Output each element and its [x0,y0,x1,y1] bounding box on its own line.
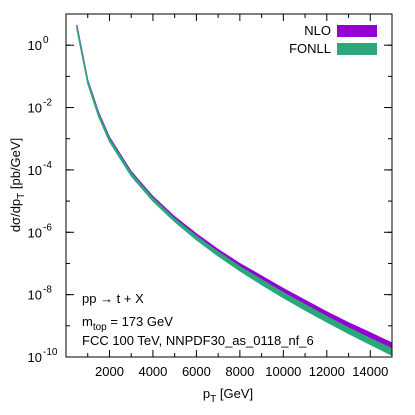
y-tick-exponent: -10 [43,347,58,358]
y-tick-label: 10 [28,163,42,178]
y-tick-label: 10 [28,225,42,240]
y-tick-exponent: -6 [43,222,52,233]
annotation-top-mass-symbol: m [82,314,93,329]
x-axis-label-sub: T [210,394,216,405]
legend-swatch-fonll [337,43,377,55]
annotation-collider-pdf: FCC 100 TeV, NNPDF30_as_0118_nf_6 [82,333,314,348]
y-tick-base: 10 [28,350,42,365]
x-axis-label-rest: [GeV] [216,386,253,401]
y-tick-label: 10 [28,101,42,116]
x-tick-label: 4000 [138,364,167,379]
annotation-process: pp → t + X [82,291,144,306]
y-tick-label: 10 [28,350,42,365]
x-tick-label: 8000 [225,364,254,379]
annotation-top-mass-subscript: top [93,322,107,333]
y-tick-base: 10 [28,225,42,240]
legend-label-nlo: NLO [304,23,331,38]
plot-frame [65,13,393,358]
y-tick-label: 10 [28,288,42,303]
y-axis-label-sub: T [16,193,27,199]
y-tick-exponent: -8 [43,285,52,296]
x-tick-label: 10000 [265,364,301,379]
y-axis-label-rest: [pb/GeV] [8,138,23,193]
annotation-top-mass-value: = 173 GeV [107,314,173,329]
x-tick-label: 12000 [309,364,345,379]
legend: NLO FONLL [289,23,377,56]
y-tick-exponent: 0 [43,35,49,46]
legend-swatch-nlo [337,25,377,37]
y-tick-exponent: -4 [43,160,52,171]
y-tick-base: 10 [28,38,42,53]
annotation-top-mass: mtop = 173 GeV [82,314,173,333]
y-tick-exponent: -2 [43,98,52,109]
legend-label-fonll: FONLL [289,41,331,56]
y-axis-label: dσ/dpT [pb/GeV] [8,138,27,232]
x-tick-label: 6000 [182,364,211,379]
band-fonll [76,26,393,357]
y-tick-base: 10 [28,101,42,116]
x-tick-label: 2000 [95,364,124,379]
x-axis-label: pT [GeV] [203,386,253,405]
y-tick-base: 10 [28,288,42,303]
x-axis-label-main: p [203,386,210,401]
y-tick-label: 10 [28,38,42,53]
y-tick-base: 10 [28,163,42,178]
x-tick-label: 14000 [352,364,388,379]
y-axis-label-main: dσ/dp [8,199,23,232]
